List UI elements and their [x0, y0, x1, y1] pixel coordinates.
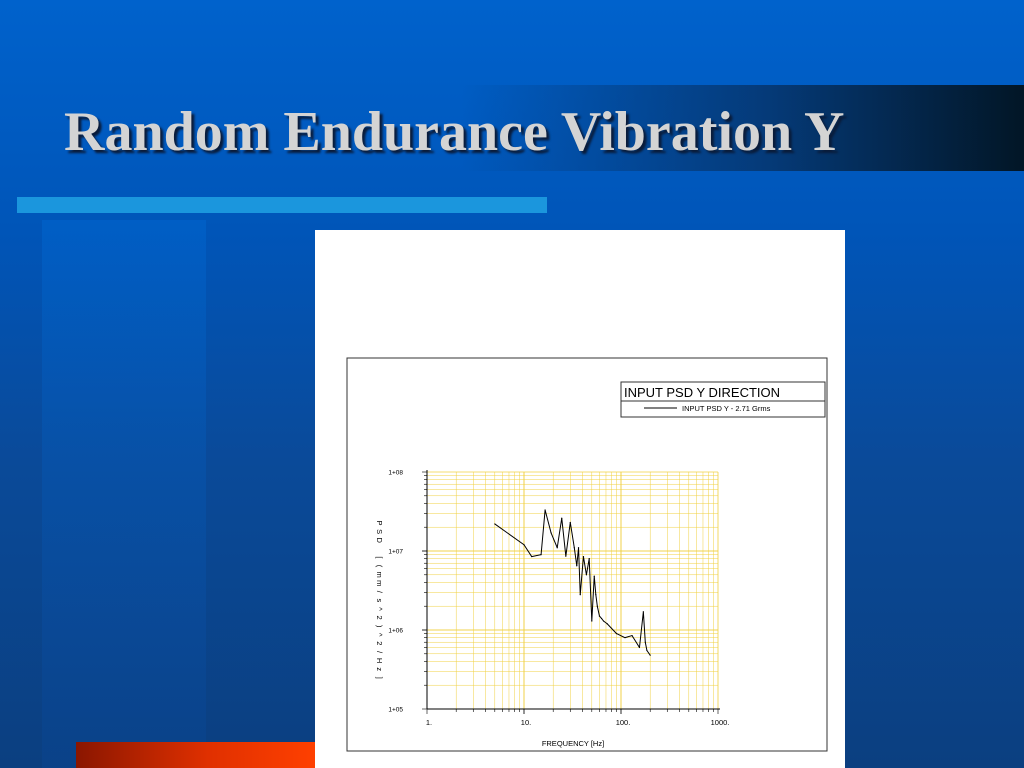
data-point [649, 654, 651, 656]
data-point [523, 544, 525, 546]
y-axis-label-char: ^ [375, 607, 384, 611]
data-point [573, 547, 575, 549]
x-tick-label: 100. [616, 718, 631, 727]
title-band [0, 85, 1024, 171]
y-axis-label-char: / [375, 591, 384, 594]
x-tick-label: 1. [426, 718, 432, 727]
y-axis-label-char: s [375, 599, 384, 603]
data-point [579, 594, 581, 596]
data-point [585, 574, 588, 576]
plot-labels: 1. 10. 100. 1000. 1+05 1+06 1+07 1+08 PSD [ ( mm / s ^… [375, 470, 729, 728]
data-point [606, 623, 608, 625]
x-axis-label: FREQUENCY [Hz] [542, 739, 604, 748]
data-point [600, 617, 603, 620]
data-point [494, 523, 496, 525]
slide-title: Random Endurance Vibration Y [64, 101, 845, 163]
bottom-accent-bar [76, 742, 316, 768]
y-axis-label-char: 2 [375, 616, 384, 620]
y-axis-label-char: P [375, 520, 384, 525]
data-point [624, 637, 626, 639]
chart-title: INPUT PSD Y DIRECTION [624, 385, 780, 400]
data-point [561, 517, 563, 519]
y-axis-label-char: ^ [375, 633, 384, 637]
data-point [638, 646, 641, 649]
y-axis-label-char: m [375, 580, 384, 586]
psd-chart: INPUT PSD Y DIRECTION INPUT PSD Y - 2.71… [346, 357, 828, 752]
data-point [531, 555, 533, 558]
y-axis-label-char: [ [375, 556, 384, 559]
data-point [615, 633, 618, 635]
chart-figure: INPUT PSD Y DIRECTION INPUT PSD Y - 2.71… [315, 230, 845, 768]
legend-label: INPUT PSD Y - 2.71 Grms [682, 404, 771, 413]
data-point [544, 509, 546, 511]
y-axis-label-char: ( [375, 565, 384, 568]
data-point [569, 521, 571, 524]
y-axis-label-char: D [375, 537, 384, 543]
data-point [565, 555, 567, 557]
x-tick-label: 10. [521, 718, 531, 727]
plot-axes [422, 470, 720, 714]
data-point [550, 532, 552, 534]
y-axis-label-char: ) [375, 625, 384, 628]
accent-bar [17, 197, 547, 213]
data-point [588, 558, 590, 560]
y-tick-label: 1+05 [388, 707, 403, 714]
plot-series [494, 509, 651, 656]
data-point [576, 565, 578, 567]
y-axis-label-char: z [375, 667, 384, 671]
y-axis-label-char: ] [375, 677, 384, 679]
data-point [642, 611, 644, 613]
background-panel [42, 220, 206, 768]
data-point [540, 554, 542, 556]
data-point [596, 605, 598, 607]
x-tick-label: 1000. [711, 718, 730, 727]
legend-box [620, 381, 826, 418]
y-axis-label-char: 2 [375, 641, 384, 645]
data-point [593, 575, 595, 577]
data-point [602, 620, 605, 622]
data-point [646, 649, 648, 652]
y-tick-label: 1+07 [388, 549, 403, 556]
y-axis-label-char: / [375, 651, 384, 654]
data-point [598, 615, 601, 617]
data-point [582, 555, 585, 558]
y-tick-label: 1+06 [388, 628, 403, 635]
data-point [595, 594, 597, 596]
data-point [644, 641, 646, 643]
data-point [556, 547, 558, 549]
y-tick-label: 1+08 [388, 470, 403, 477]
chart-legend: INPUT PSD Y DIRECTION INPUT PSD Y - 2.71… [620, 381, 826, 418]
y-axis-label-char: S [375, 529, 384, 534]
y-axis-label-char: H [375, 658, 384, 663]
data-point [591, 620, 593, 622]
data-point [577, 547, 580, 549]
y-axis-label-char: m [375, 571, 384, 577]
data-point [631, 634, 633, 637]
